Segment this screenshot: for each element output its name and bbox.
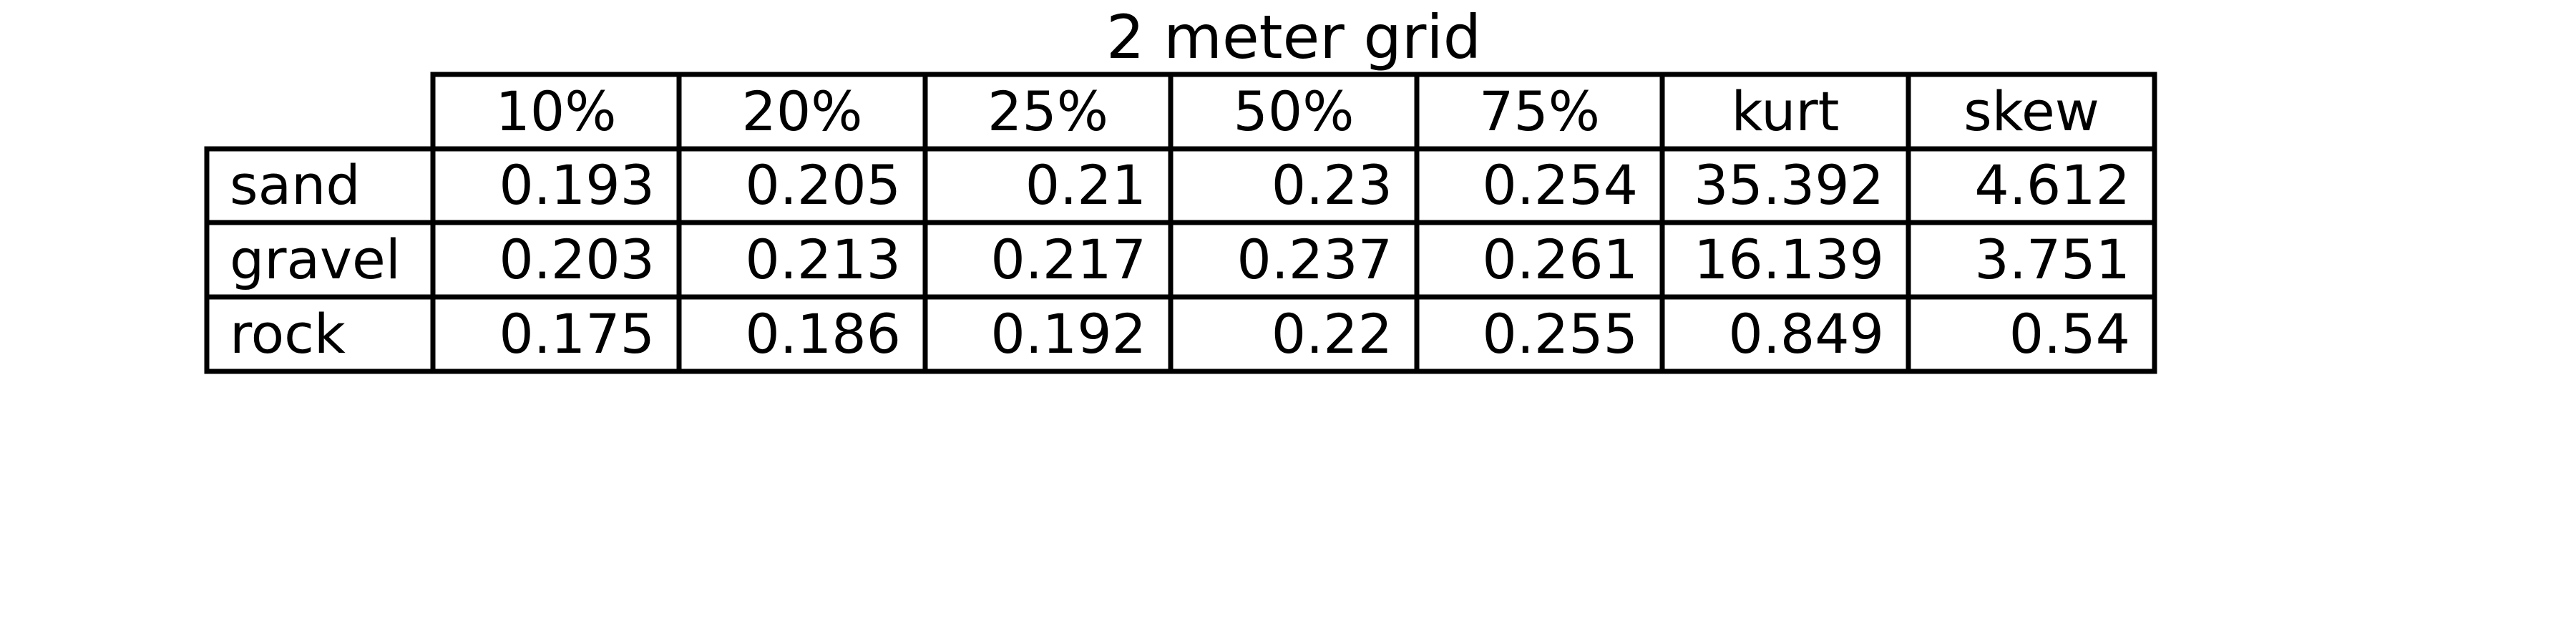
- table-cell: 0.255: [1482, 302, 1638, 366]
- table-cell: 0.205: [745, 153, 901, 217]
- column-header: 10%: [496, 79, 617, 143]
- table-cell: 0.203: [499, 228, 655, 291]
- table-cell: 16.139: [1694, 228, 1884, 291]
- table-cell: 0.217: [990, 228, 1146, 291]
- column-header: 25%: [987, 79, 1108, 143]
- table-cell: 0.54: [2009, 302, 2130, 366]
- table-cell: 0.22: [1272, 302, 1392, 366]
- row-label: rock: [230, 302, 346, 366]
- table-cell: 0.213: [745, 228, 901, 291]
- table-cell: 0.186: [745, 302, 901, 366]
- table-cell: 0.261: [1482, 228, 1638, 291]
- table-cell: 0.23: [1272, 153, 1392, 217]
- column-header: kurt: [1732, 79, 1840, 143]
- table-cell: 0.21: [1025, 153, 1146, 217]
- table-cell: 0.175: [499, 302, 655, 366]
- table-cell: 0.237: [1236, 228, 1392, 291]
- table-cell: 0.192: [990, 302, 1146, 366]
- table-cell: 3.751: [1974, 228, 2130, 291]
- column-header: 20%: [742, 79, 863, 143]
- row-label: sand: [230, 153, 361, 217]
- table-title: 2 meter grid: [1106, 2, 1482, 72]
- column-header: 75%: [1479, 79, 1600, 143]
- table-cell: 4.612: [1974, 153, 2130, 217]
- column-header: 50%: [1234, 79, 1355, 143]
- column-header: skew: [1963, 79, 2099, 143]
- row-label: gravel: [230, 228, 401, 291]
- table-cell: 0.193: [499, 153, 655, 217]
- table-cell: 0.254: [1482, 153, 1638, 217]
- table-cell: 35.392: [1694, 153, 1884, 217]
- table-cell: 0.849: [1728, 302, 1884, 366]
